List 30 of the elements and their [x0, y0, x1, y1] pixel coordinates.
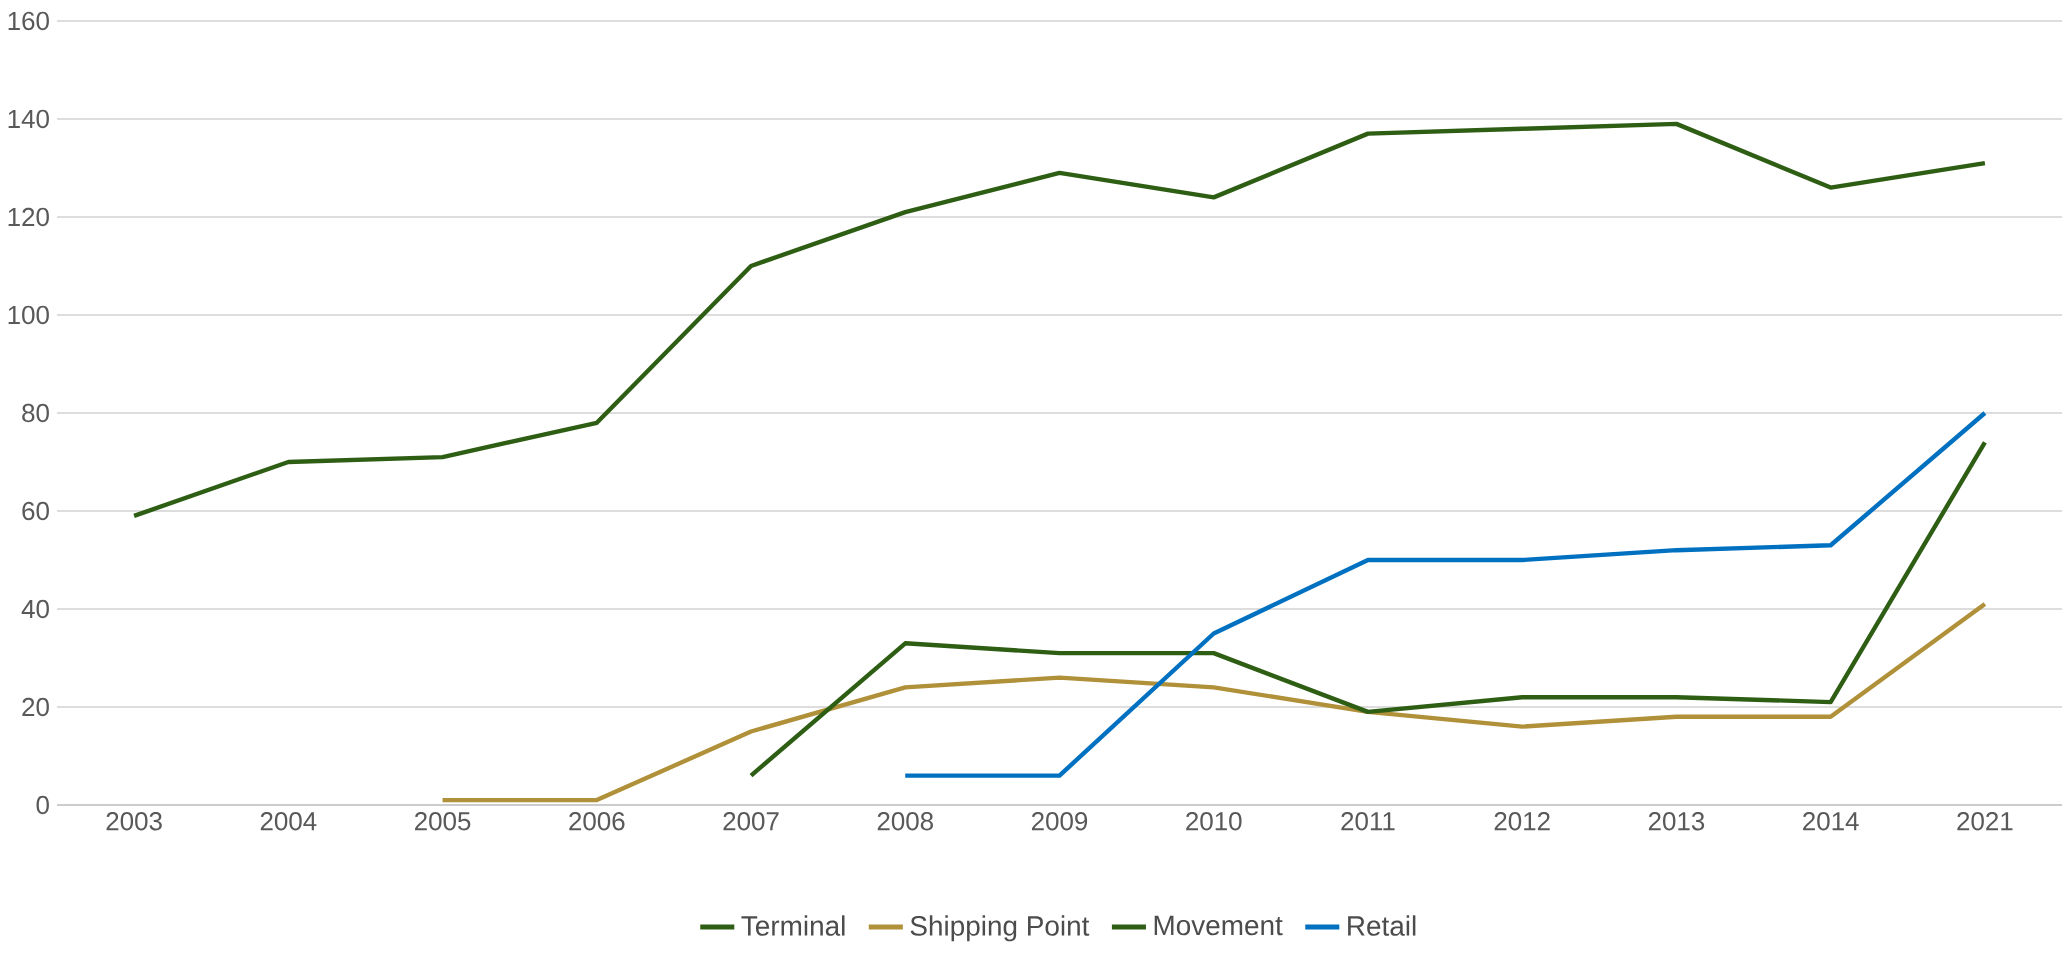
- y-tick-label: 160: [8, 11, 49, 31]
- y-tick-label: 140: [8, 109, 49, 129]
- x-tick-label: 2013: [1648, 812, 1705, 831]
- y-tick-label: 100: [8, 305, 49, 325]
- y-tick-label: 120: [8, 207, 49, 227]
- x-tick-label: 2004: [260, 812, 317, 831]
- x-tick-label: 2021: [1957, 812, 2013, 831]
- y-tick-label: 60: [22, 501, 49, 521]
- x-tick-label: 2005: [415, 812, 471, 831]
- legend-label: Terminal: [741, 915, 845, 937]
- legend-label: Movement: [1154, 916, 1283, 936]
- x-tick-label: 2010: [1186, 812, 1242, 831]
- y-tick-label: 20: [22, 697, 49, 717]
- line-series: [903, 410, 1988, 778]
- y-tick-label: 80: [22, 403, 49, 423]
- y-tick-label: 0: [36, 796, 49, 815]
- x-tick-label: 2003: [106, 812, 162, 831]
- legend-label: Shipping Point: [910, 915, 1090, 942]
- legend-label: Retail: [1348, 915, 1416, 937]
- x-tick-label: 2014: [1803, 812, 1859, 831]
- x-tick-label: 2006: [569, 812, 625, 831]
- line-series: [748, 440, 1988, 778]
- y-tick-label: 40: [21, 599, 49, 619]
- x-tick-label: 2011: [1341, 812, 1395, 831]
- line-series: [440, 602, 1988, 803]
- x-tick-label: 2009: [1031, 812, 1088, 831]
- x-tick-label: 2007: [723, 812, 779, 831]
- x-tick-label: 2012: [1494, 812, 1550, 831]
- x-tick-label: 2008: [877, 812, 933, 831]
- line-series: [131, 121, 1988, 519]
